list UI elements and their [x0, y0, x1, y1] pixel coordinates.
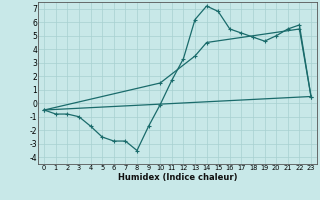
X-axis label: Humidex (Indice chaleur): Humidex (Indice chaleur)	[118, 173, 237, 182]
